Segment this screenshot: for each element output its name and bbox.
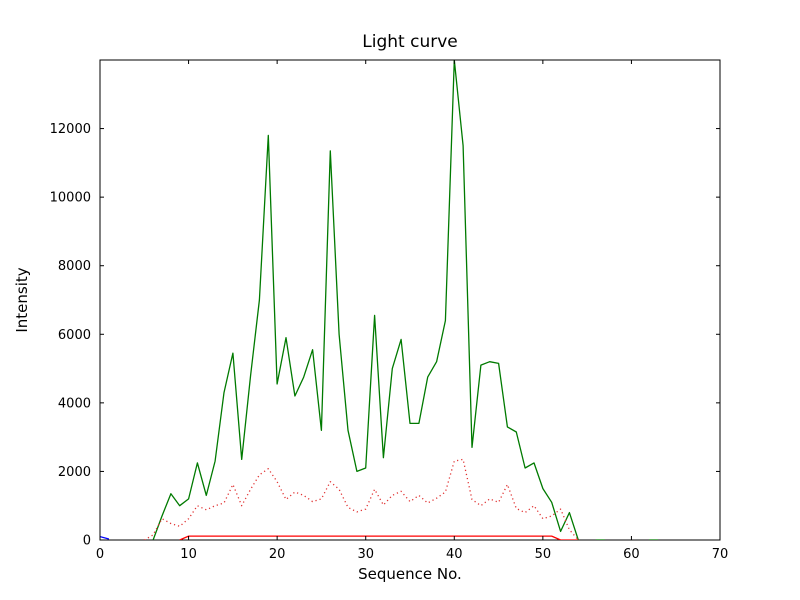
plot-area-border xyxy=(99,59,721,541)
chart-title: Light curve xyxy=(362,32,457,52)
y-tick-label: 0 xyxy=(83,534,91,549)
y-tick-label: 6000 xyxy=(58,328,91,343)
series-red-solid xyxy=(179,535,579,540)
series-red-dotted xyxy=(143,458,579,540)
y-tick-label: 4000 xyxy=(58,396,91,411)
x-tick-label: 70 xyxy=(712,547,729,562)
x-tick-label: 50 xyxy=(535,547,552,562)
x-axis-label: Sequence No. xyxy=(358,565,462,583)
x-tick-label: 10 xyxy=(180,547,197,562)
series-blue-solid xyxy=(100,535,110,540)
x-tick-label: 20 xyxy=(269,547,286,562)
y-tick-label: 8000 xyxy=(58,259,91,274)
y-tick-label: 10000 xyxy=(50,191,91,206)
y-tick-label: 12000 xyxy=(50,122,91,137)
x-tick-label: 30 xyxy=(357,547,374,562)
x-tick-label: 40 xyxy=(446,547,463,562)
series-green-solid xyxy=(152,60,658,540)
ticks-layer: 0 10 20 30 40 50 60 70 0 2000 4000 6000 8000 10000 120… xyxy=(50,60,729,562)
series-layer xyxy=(100,60,658,540)
y-axis-label: Intensity xyxy=(13,267,31,332)
y-tick-label: 2000 xyxy=(58,465,91,480)
x-tick-label: 0 xyxy=(96,547,104,562)
x-tick-label: 60 xyxy=(623,547,640,562)
